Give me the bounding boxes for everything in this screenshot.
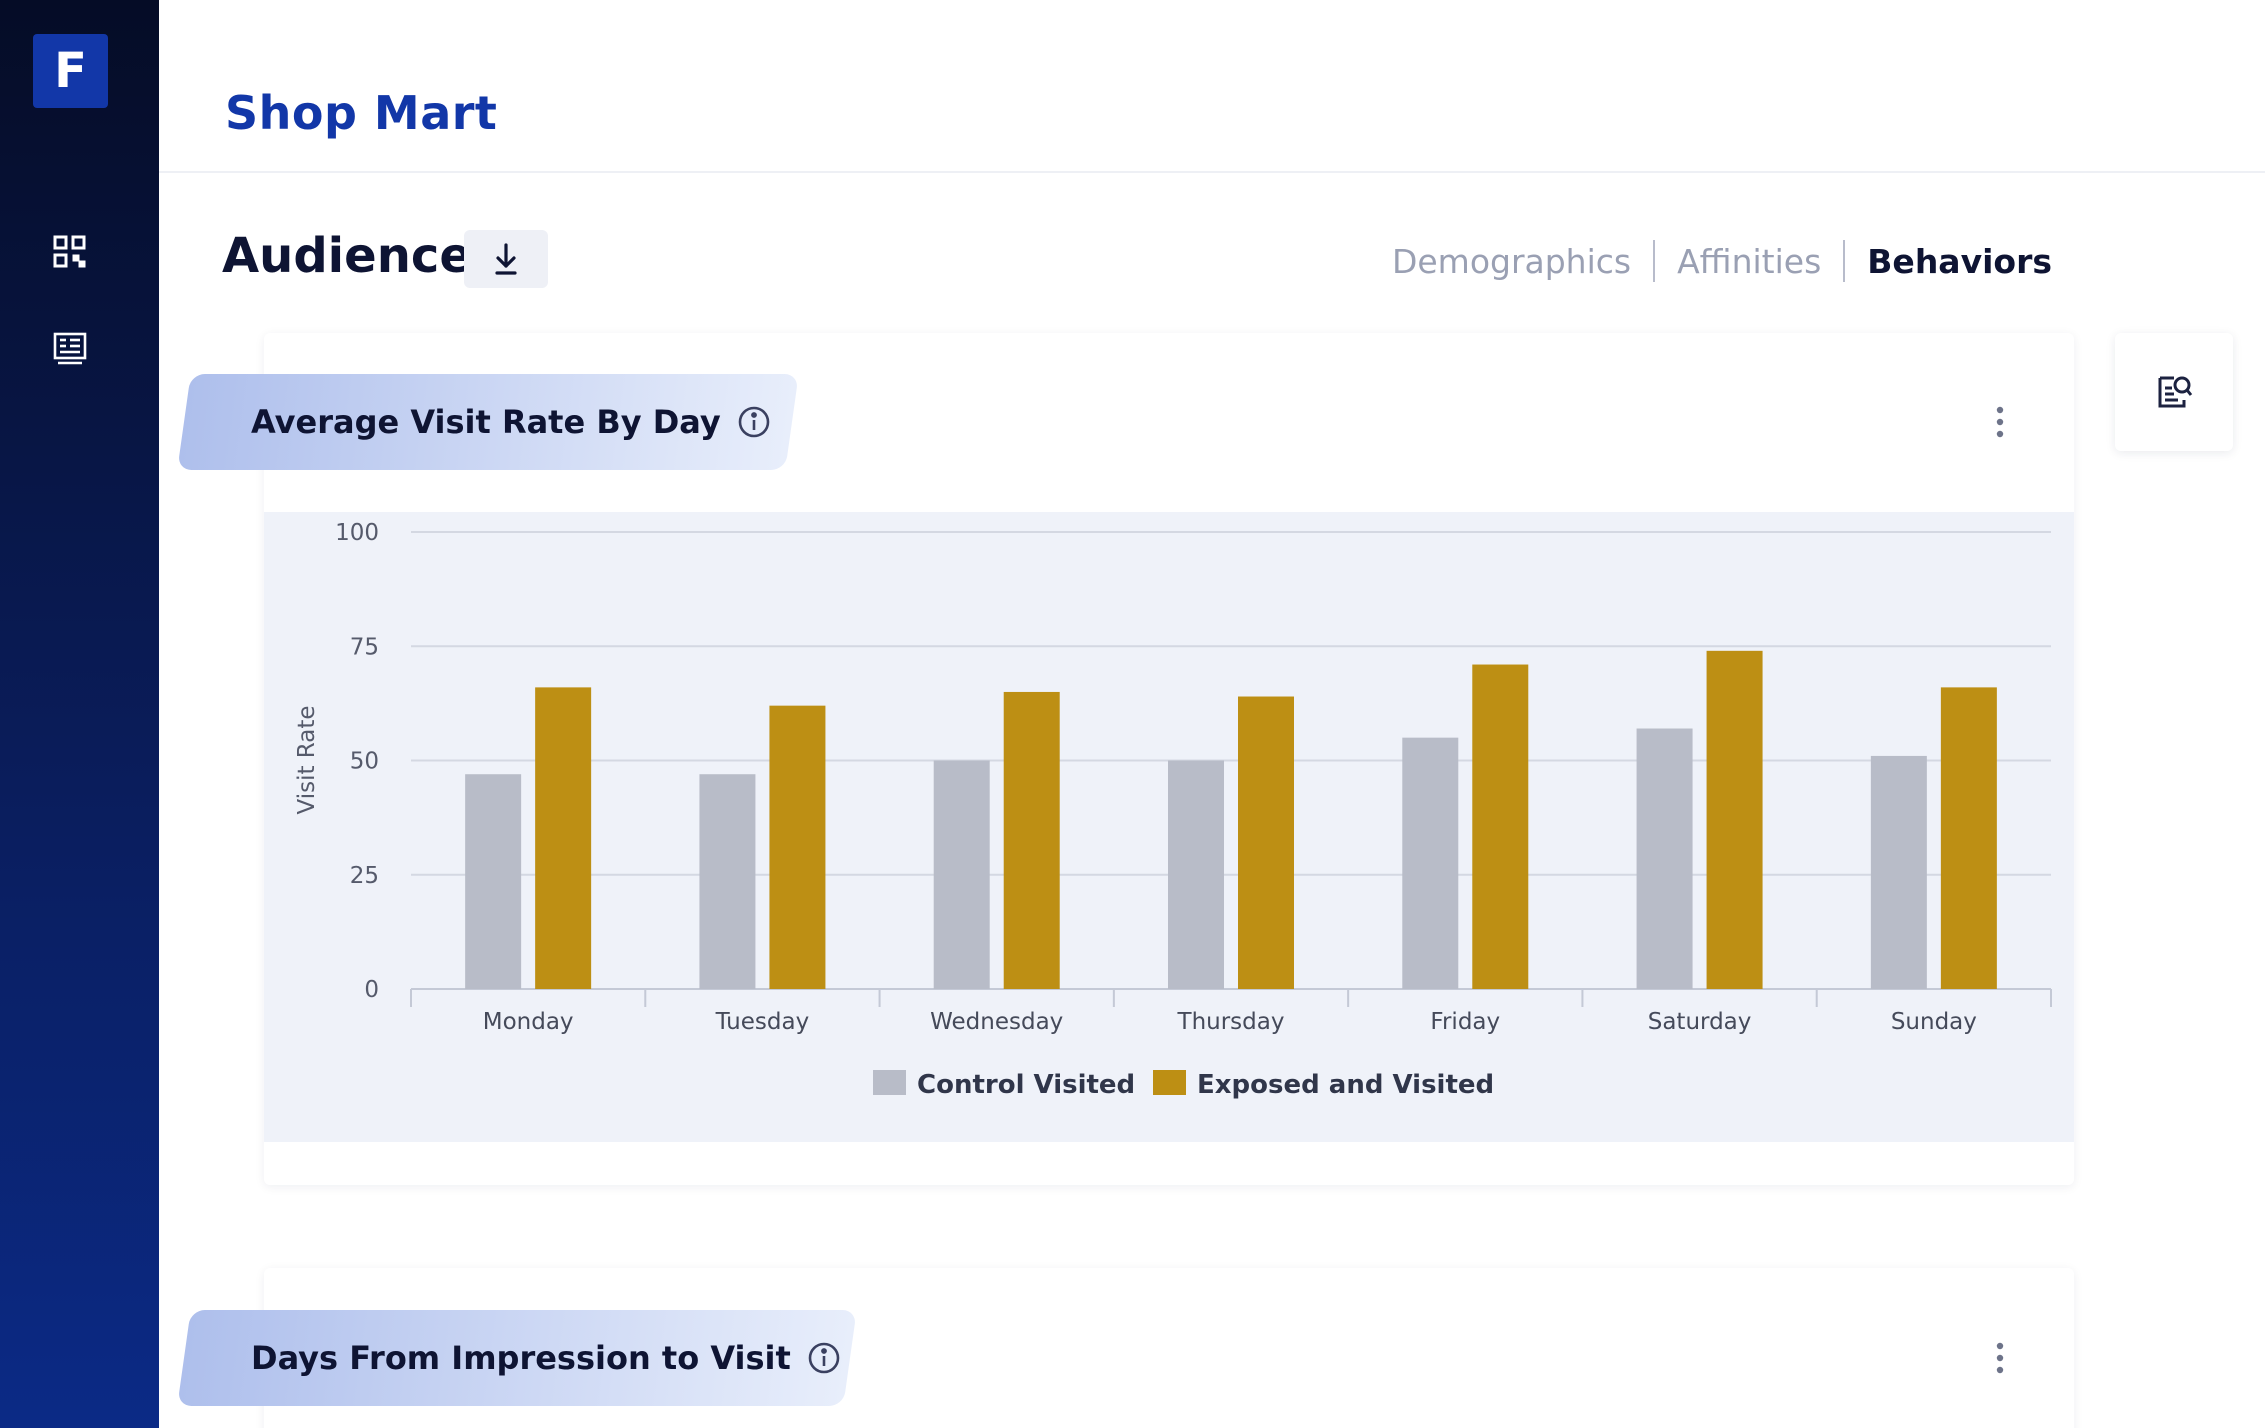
y-axis-label: Visit Rate bbox=[294, 705, 320, 814]
card-title: Days From Impression to Visit bbox=[251, 1333, 841, 1383]
bar-control bbox=[1870, 755, 1927, 989]
card-menu-icon[interactable] bbox=[1990, 402, 2010, 442]
legend-swatch bbox=[873, 1070, 906, 1095]
document-search-icon bbox=[2158, 376, 2193, 408]
bar-exposed bbox=[769, 705, 826, 989]
page-title: Shop Mart bbox=[225, 86, 498, 140]
x-tick-label: Monday bbox=[483, 1009, 574, 1035]
legend-label: Exposed and Visited bbox=[1197, 1070, 1494, 1100]
x-tick-label: Saturday bbox=[1648, 1009, 1752, 1035]
section-title: Audience bbox=[222, 228, 472, 284]
info-icon[interactable] bbox=[807, 1341, 841, 1375]
y-tick-label: 25 bbox=[350, 863, 379, 889]
visit-rate-chart: 0 25 50 75 100 Visit Rate Monday Tuesday Wednesd… bbox=[294, 520, 2052, 1100]
legend-label: Control Visited bbox=[917, 1070, 1135, 1100]
bar-exposed bbox=[535, 687, 592, 989]
bar-exposed bbox=[1706, 650, 1763, 989]
x-tick-label: Sunday bbox=[1891, 1009, 1977, 1035]
bar-control bbox=[699, 774, 756, 989]
report-list-icon[interactable] bbox=[52, 330, 88, 366]
legend-swatch bbox=[1153, 1070, 1186, 1095]
tab-affinities[interactable]: Affinities bbox=[1677, 241, 1822, 281]
app-logo[interactable]: F bbox=[33, 34, 108, 108]
y-tick-label: 0 bbox=[364, 977, 379, 1003]
card-title: Average Visit Rate By Day bbox=[251, 397, 771, 447]
x-tick-label: Thursday bbox=[1177, 1009, 1285, 1035]
y-tick-label: 50 bbox=[350, 749, 379, 775]
bar-control bbox=[1402, 737, 1459, 989]
sidebar: F bbox=[0, 0, 159, 1428]
dashboard-grid-icon[interactable] bbox=[52, 234, 88, 270]
y-tick-label: 100 bbox=[335, 520, 379, 546]
bar-control bbox=[933, 760, 990, 989]
x-tick-label: Wednesday bbox=[930, 1009, 1063, 1035]
audience-tabs: Demographics Affinities Behaviors bbox=[1370, 240, 2052, 282]
bar-exposed bbox=[1238, 696, 1294, 989]
x-tick-label: Tuesday bbox=[715, 1009, 810, 1035]
tab-divider bbox=[1653, 240, 1656, 282]
tab-divider bbox=[1843, 240, 1846, 282]
x-tick-label: Friday bbox=[1430, 1009, 1500, 1035]
top-bar: Shop Mart bbox=[159, 0, 2265, 173]
card-title-text: Days From Impression to Visit bbox=[251, 1339, 791, 1377]
bar-control bbox=[1636, 728, 1693, 989]
y-tick-label: 75 bbox=[350, 634, 379, 660]
bar-exposed bbox=[1472, 664, 1529, 989]
explore-panel-button[interactable] bbox=[2115, 333, 2233, 451]
bar-exposed bbox=[1003, 691, 1060, 989]
bar-control bbox=[465, 774, 522, 989]
card-title-text: Average Visit Rate By Day bbox=[251, 403, 721, 441]
bar-exposed bbox=[1940, 687, 1997, 989]
info-icon[interactable] bbox=[737, 405, 771, 439]
tab-behaviors[interactable]: Behaviors bbox=[1867, 241, 2052, 281]
tab-demographics[interactable]: Demographics bbox=[1391, 241, 1632, 281]
download-button[interactable] bbox=[464, 230, 548, 288]
bar-control bbox=[1168, 760, 1224, 989]
chart-area: 0 25 50 75 100 Visit Rate Monday Tuesday Wednesd… bbox=[264, 512, 2074, 1142]
card-menu-icon[interactable] bbox=[1990, 1338, 2010, 1378]
download-icon bbox=[495, 243, 517, 275]
